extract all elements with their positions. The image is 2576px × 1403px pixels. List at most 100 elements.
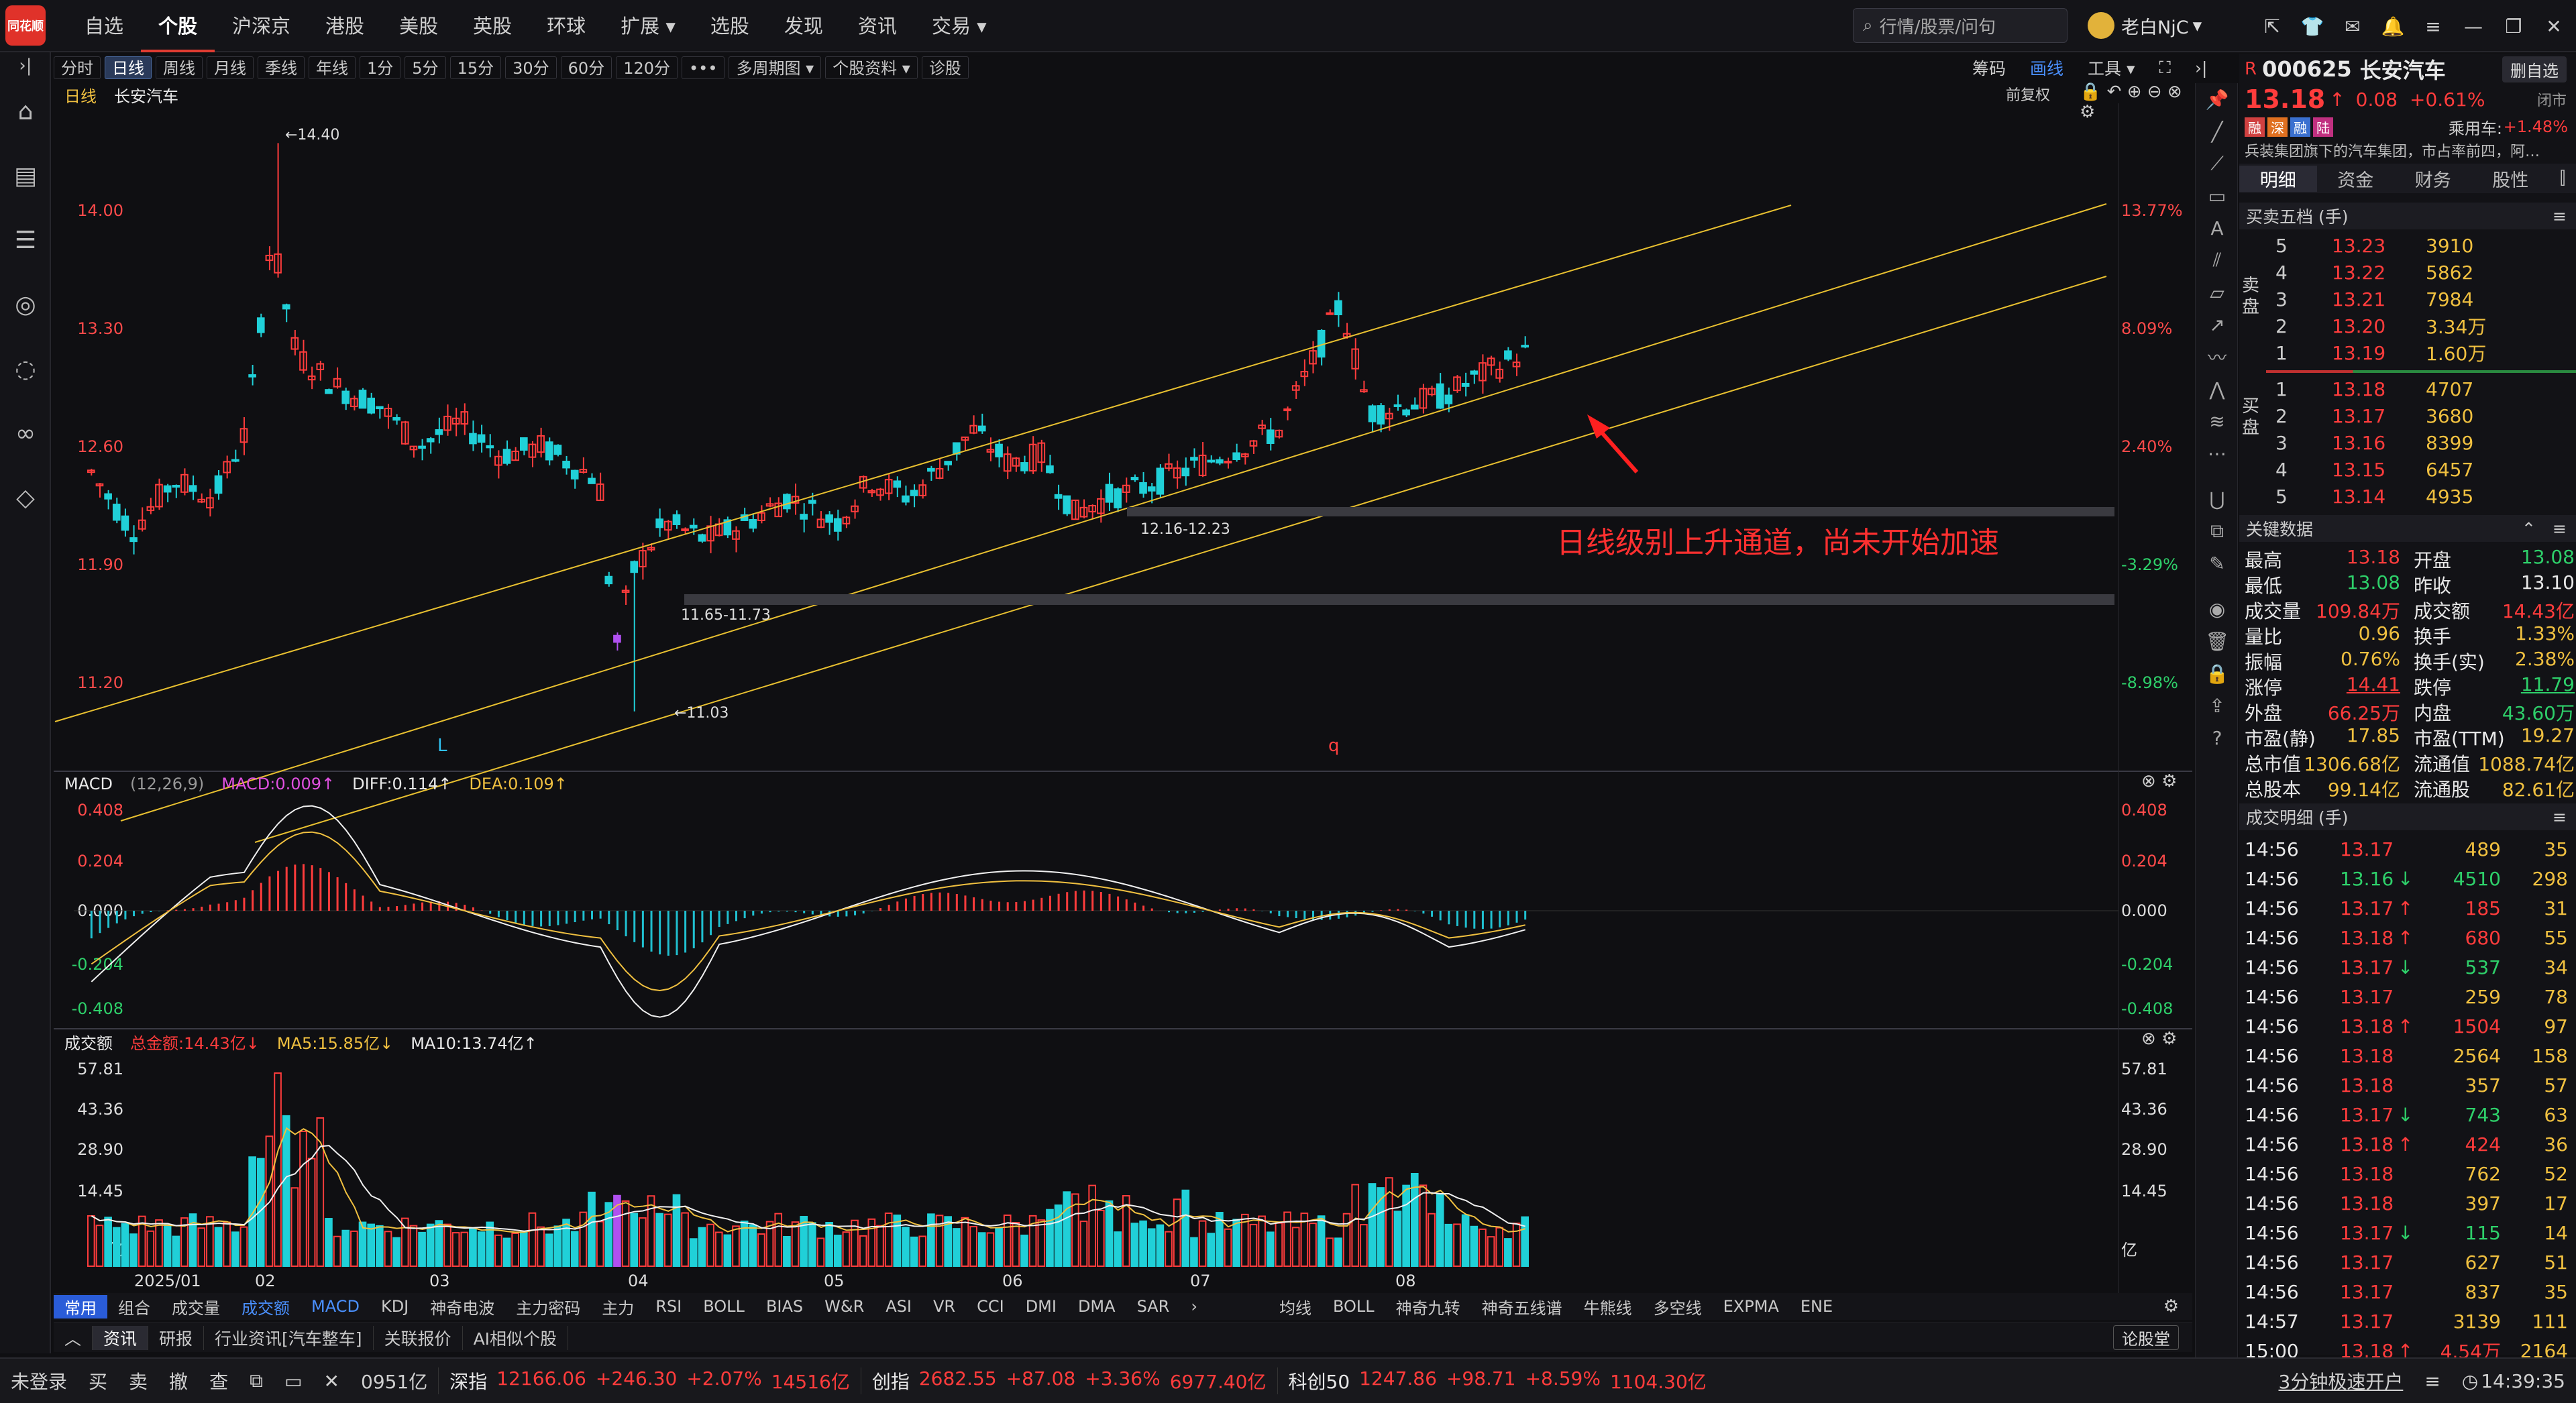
index-1[interactable]: 创指 2682.55 +87.08 +3.36% 6977.40亿 (860, 1367, 1277, 1394)
period-button-5[interactable]: 年线 (309, 56, 356, 79)
kline-chart[interactable]: 14.00 13.30 12.60 11.90 11.20 13.77% 8.09% 2.40… (54, 83, 2192, 1293)
compass-icon[interactable]: ◎ (15, 290, 36, 319)
nav-item-10[interactable]: 资讯 (857, 15, 897, 38)
indicator-tab-7[interactable]: 主力密码 (516, 1298, 581, 1318)
right-tab-3[interactable]: 股性 (2492, 170, 2529, 191)
adjust-selector[interactable]: 前复权 (2006, 83, 2050, 105)
close-icon[interactable]: ✕ (2546, 15, 2562, 38)
skin-icon[interactable]: 👕 (2300, 15, 2324, 38)
news-tab-0[interactable]: 资讯 (93, 1325, 149, 1350)
nav-item-8[interactable]: 选股 (710, 15, 749, 38)
ray-tool-icon[interactable]: ⟋ (2210, 152, 2224, 174)
bell-icon[interactable]: 🔔 (2381, 15, 2405, 38)
nav-item-5[interactable]: 英股 (473, 15, 513, 38)
remove-favorite-button[interactable]: 删自选 (2502, 56, 2567, 82)
gear-icon[interactable]: ⚙ (2161, 1029, 2178, 1049)
collapse-icon[interactable]: ⌃ (2522, 518, 2536, 539)
news-tab-4[interactable]: AI相似个股 (463, 1325, 569, 1350)
login-status[interactable]: 未登录 (11, 1371, 68, 1393)
channel-middle-line[interactable] (120, 203, 2107, 822)
period-button-6[interactable]: 1分 (360, 56, 401, 79)
right-tab-2[interactable]: 财务 (2414, 170, 2451, 191)
overlay-tab-2[interactable]: 神奇九转 (1395, 1298, 1460, 1318)
help-icon[interactable]: ? (2212, 726, 2222, 749)
trade-action-0[interactable]: 买 (89, 1371, 108, 1393)
sector-name[interactable]: 乘用车: (2448, 119, 2502, 138)
order-row[interactable]: 2 13.17 3680 (2239, 402, 2576, 429)
mail-icon[interactable]: ✉ (2345, 15, 2361, 38)
close-icon[interactable]: ⊗ (2141, 1029, 2156, 1049)
open-account-link[interactable]: 3分钟极速开户 (2278, 1371, 2404, 1393)
collapse-icon[interactable]: ›| (2195, 58, 2208, 78)
indicator-tab-15[interactable]: CCI (977, 1297, 1004, 1316)
period-button-13[interactable]: 多周期图 ▾ (729, 56, 822, 79)
zigzag-tool-icon[interactable]: ⋀ (2209, 378, 2225, 400)
period-button-9[interactable]: 30分 (505, 56, 557, 79)
period-button-15[interactable]: 诊股 (921, 56, 969, 79)
minimize-icon[interactable]: — (2464, 15, 2483, 38)
company-desc[interactable]: 兵装集团旗下的汽车集团，市占率前四，阿… (2239, 139, 2576, 161)
menu-icon[interactable]: ≡ (2424, 1369, 2440, 1392)
period-button-4[interactable]: 季线 (258, 56, 305, 79)
index-0[interactable]: 深指 12166.06 +246.30 +2.07% 14516亿 (438, 1367, 861, 1394)
tag-margin[interactable]: 融 (2245, 117, 2265, 137)
gear-icon[interactable]: ⚙ (2163, 1296, 2179, 1316)
magnet-icon[interactable]: ⋃ (2209, 488, 2225, 510)
close-icon[interactable]: ⊗ (2141, 771, 2156, 791)
zoom-in-icon[interactable]: ⊕ (2127, 82, 2142, 102)
line-tool-icon[interactable]: ╱ (2211, 120, 2223, 143)
news-tab-1[interactable]: 研报 (148, 1325, 205, 1350)
indicator-tab-4[interactable]: MACD (311, 1297, 360, 1316)
trade-action-2[interactable]: 撤 (169, 1371, 189, 1393)
nav-item-1[interactable]: 个股 (141, 0, 215, 52)
overlay-tab-7[interactable]: ENE (1800, 1297, 1833, 1316)
macd-name[interactable]: MACD (64, 775, 113, 793)
channel-upper-line[interactable] (54, 205, 1792, 722)
overlay-tab-6[interactable]: EXPMA (1723, 1297, 1779, 1316)
order-row[interactable]: 3 13.21 7984 (2239, 286, 2576, 313)
gap-zone-lower[interactable] (684, 594, 2114, 605)
undo-icon[interactable]: ↶ (2106, 82, 2122, 102)
expand-up-icon[interactable]: ︿ (54, 1325, 93, 1350)
period-button-2[interactable]: 周线 (156, 56, 203, 79)
indicator-tab-0[interactable]: 常用 (54, 1294, 107, 1318)
right-tab-0[interactable]: 明细 (2239, 165, 2317, 192)
indicator-tab-16[interactable]: DMI (1025, 1297, 1057, 1316)
lock-icon[interactable]: 🔒 (2080, 82, 2102, 102)
nav-item-11[interactable]: 交易 ▾ (931, 15, 987, 38)
overlay-tab-0[interactable]: 均线 (1279, 1298, 1311, 1318)
tools-button[interactable]: 工具 ▾ (2088, 59, 2135, 78)
screen-icon[interactable]: ▭ (284, 1369, 303, 1392)
indicator-tab-2[interactable]: 成交量 (172, 1298, 220, 1318)
forum-button[interactable]: 论股堂 (2113, 1325, 2179, 1350)
order-row[interactable]: 5 13.14 4935 (2239, 483, 2576, 510)
close-icon[interactable]: ⊗ (2167, 82, 2182, 102)
indicator-tab-5[interactable]: KDJ (380, 1297, 409, 1316)
user-menu[interactable]: 老白NjC ▾ (2088, 8, 2202, 43)
nav-item-0[interactable]: 自选 (85, 15, 124, 38)
indicator-tab-12[interactable]: W&R (824, 1297, 865, 1316)
diamond-icon[interactable]: ◇ (16, 484, 35, 512)
period-button-14[interactable]: 个股资料 ▾ (825, 56, 918, 79)
news-tab-2[interactable]: 行业资讯[汽车整车] (204, 1325, 374, 1350)
text-tool-icon[interactable]: A (2210, 217, 2224, 239)
export-icon[interactable]: ⇪ (2209, 694, 2225, 717)
indicator-tab-13[interactable]: ASI (885, 1297, 912, 1316)
order-row[interactable]: 3 13.16 8399 (2239, 429, 2576, 456)
share-icon[interactable]: ⇱ (2264, 15, 2280, 38)
gear-icon[interactable]: ⚙ (2080, 102, 2096, 122)
overlay-tab-3[interactable]: 神奇五线谱 (1481, 1298, 1562, 1318)
order-row[interactable]: 5 13.23 3910 (2239, 232, 2576, 259)
indicator-tab-11[interactable]: BIAS (765, 1297, 804, 1316)
document-icon[interactable]: ☰ (14, 226, 37, 254)
copy-icon[interactable]: ⧉ (2210, 520, 2224, 542)
period-button-10[interactable]: 60分 (560, 56, 612, 79)
gear-icon[interactable]: ⚙ (2161, 771, 2178, 791)
period-button-8[interactable]: 15分 (449, 56, 502, 79)
fullscreen-icon[interactable]: ⛶ (2159, 58, 2171, 77)
channel-tool-icon[interactable]: ▱ (2210, 281, 2224, 304)
index-2[interactable]: 科创50 1247.86 +98.71 +8.59% 1104.30亿 (1277, 1367, 1717, 1394)
trade-action-1[interactable]: 卖 (129, 1371, 148, 1393)
channel-lower-line[interactable] (254, 276, 2107, 843)
indicator-tab-18[interactable]: SAR (1136, 1297, 1170, 1316)
